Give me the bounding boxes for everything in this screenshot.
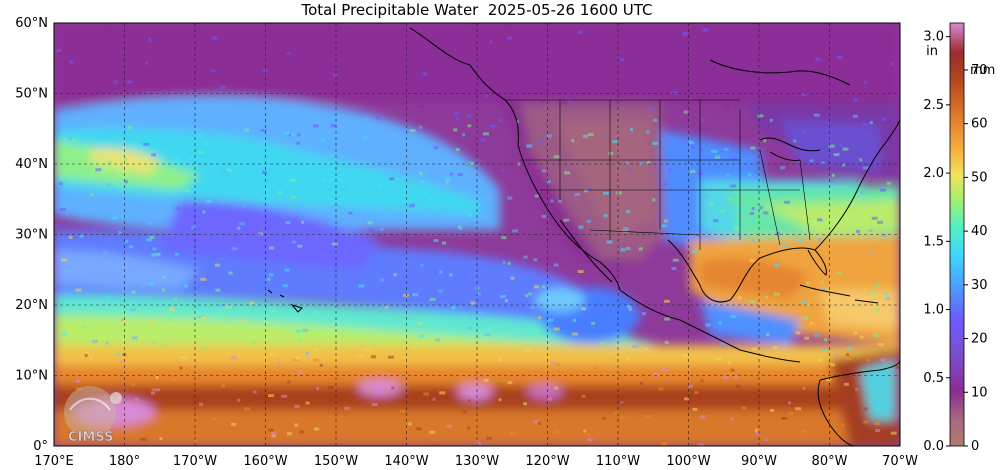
colorbar-mm-label: 40 [971,224,988,239]
lat-tick-label: 20°N [15,298,48,313]
logo-text: CIMSS [68,430,113,445]
political-borders [505,99,811,250]
latitude-labels: 60°N 50°N 40°N 30°N 20°N 10°N 0° [15,16,48,454]
lon-tick-label: 180° [109,454,140,469]
lon-tick-label: 130°W [455,454,499,469]
lon-tick-label: 170°E [34,454,74,469]
lon-tick-label: 160°W [243,454,287,469]
coastlines [267,27,900,446]
lat-tick-label: 30°N [15,228,48,243]
chart-title: Total Precipitable Water 2025-05-26 1600… [54,0,900,20]
lon-tick-label: 120°W [525,454,569,469]
lon-tick-label: 70°W [882,454,918,469]
colorbar-inch-ticks: 3.0 2.5 2.0 1.5 1.0 0.5 0.0 [923,30,950,454]
lon-tick-label: 150°W [314,454,358,469]
colorbar-inch-label: 1.0 [923,303,944,318]
colorbar-mm-label: 10 [971,385,988,400]
colorbar-mm-label: 30 [971,278,988,293]
colorbar-mm-label: 50 [971,170,988,185]
colorbar-mm-ticks: 70 60 50 40 30 20 10 0 [964,63,988,454]
colorbar-inch-label: 2.0 [923,166,944,181]
lat-tick-label: 40°N [15,157,48,172]
colorbar-mm-label: 70 [971,63,988,78]
colorbar-mm-label: 20 [971,332,988,347]
lon-tick-label: 90°W [741,454,777,469]
cimss-logo: CIMSS [64,386,122,445]
colorbar-inch-label: 0.5 [923,371,944,386]
colorbar-inch-label: 3.0 [923,30,944,45]
lon-tick-label: 80°W [812,454,848,469]
lon-tick-label: 170°W [173,454,217,469]
longitude-labels: 170°E 180° 170°W 160°W 150°W 140°W 130°W 120°W 1… [34,454,918,469]
texture-overlay [55,23,900,446]
colorbar-mm-label: 0 [971,439,979,454]
lat-tick-label: 10°N [15,369,48,384]
colorbar-inch-label: 1.5 [923,234,944,249]
lon-tick-label: 140°W [384,454,428,469]
title-label: Total Precipitable Water [301,1,479,19]
colorbar: 3.0 2.5 2.0 1.5 1.0 0.5 0.0 70 60 50 40 30 20 10 0 in… [923,22,995,454]
colorbar-inch-label: 2.5 [923,98,944,113]
lat-tick-label: 50°N [15,87,48,102]
colorbar-inch-label: 0.0 [923,439,944,454]
colorbar-gradient [949,22,965,447]
lon-tick-label: 100°W [666,454,710,469]
lat-tick-label: 60°N [15,16,48,31]
lat-tick-label: 0° [33,439,48,454]
colorbar-right-unit: mm [970,63,995,78]
title-timestamp: 2025-05-26 1600 UTC [487,1,653,19]
colorbar-mm-label: 60 [971,117,988,132]
map-frame [53,22,901,447]
lon-tick-label: 110°W [596,454,640,469]
graticule [54,23,900,446]
colorbar-left-unit: in [926,44,938,59]
